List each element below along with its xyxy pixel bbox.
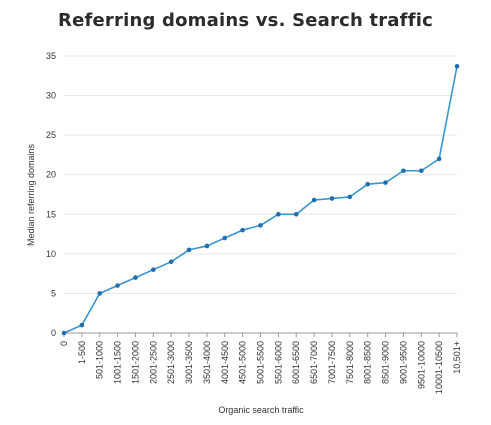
x-tick-label: 3501-4000	[202, 341, 212, 384]
x-tick-label: 5501-6000	[273, 341, 283, 384]
data-point	[115, 283, 120, 288]
x-tick-label: 8001-8500	[363, 341, 373, 384]
x-tick-label: 4001-4500	[220, 341, 230, 384]
axis-layer: 0 5 10 15 20 25 30 35 0 1-500 501-1000 1001-1500 150…	[46, 51, 462, 394]
x-tick-label: 7001-7500	[327, 341, 337, 384]
x-tick-label: 9001-9500	[398, 341, 408, 384]
x-tick-label: 4501-5000	[238, 341, 248, 384]
x-tick-label: 2001-2500	[148, 341, 158, 384]
data-point	[186, 247, 192, 253]
data-point	[311, 197, 317, 203]
x-tick-label: 6501-7000	[309, 341, 319, 384]
y-tick-label: 25	[46, 130, 56, 140]
data-point	[168, 259, 174, 265]
data-point	[454, 63, 460, 69]
x-tick-label: 3001-3500	[184, 341, 194, 384]
x-tick-label: 6001-6500	[291, 341, 301, 384]
x-tick-label: 2501-3000	[166, 341, 176, 384]
y-tick-label: 10	[46, 249, 56, 259]
x-tick-label: 7501-8000	[345, 341, 355, 384]
x-tick-label: 8501-9000	[381, 341, 391, 384]
x-tick-label: 5001-5500	[256, 341, 266, 384]
data-point	[436, 156, 442, 162]
data-point	[293, 211, 299, 217]
y-tick-label: 35	[46, 51, 56, 61]
data-point	[258, 223, 263, 228]
data-point	[240, 227, 245, 233]
x-tick-label: 1501-2000	[130, 341, 140, 384]
data-point	[401, 168, 406, 174]
x-tick-label: 10001-10500	[434, 341, 444, 394]
x-tick-label: 0	[59, 341, 69, 346]
x-axis-title: Organic search traffic	[218, 405, 304, 415]
data-point	[61, 330, 67, 336]
x-tick-label: 10,501+	[452, 341, 462, 374]
data-point	[276, 211, 281, 217]
data-point	[204, 243, 210, 249]
chart-title: Referring domains vs. Search traffic	[58, 10, 433, 31]
data-point	[79, 322, 85, 328]
y-tick-label: 30	[46, 91, 56, 101]
y-tick-label: 15	[46, 209, 56, 219]
series-layer	[61, 63, 460, 336]
data-point	[365, 181, 370, 187]
data-point	[151, 267, 156, 272]
x-tick-label: 1001-1500	[113, 341, 123, 384]
data-point	[347, 194, 353, 200]
data-point	[97, 291, 103, 296]
data-point	[329, 196, 335, 201]
data-point	[222, 235, 228, 241]
x-tick-label: 1-500	[77, 341, 87, 364]
y-axis-title: Median referring domains	[26, 143, 36, 246]
grid-layer	[64, 55, 457, 294]
data-point	[133, 275, 138, 280]
y-tick-label: 0	[51, 328, 56, 338]
data-point	[418, 168, 424, 174]
y-tick-label: 20	[46, 170, 56, 180]
x-tick-label: 9501-10000	[416, 341, 426, 389]
x-tick-label: 501-1000	[95, 341, 105, 379]
y-tick-label: 5	[51, 288, 56, 298]
data-point	[383, 180, 388, 185]
